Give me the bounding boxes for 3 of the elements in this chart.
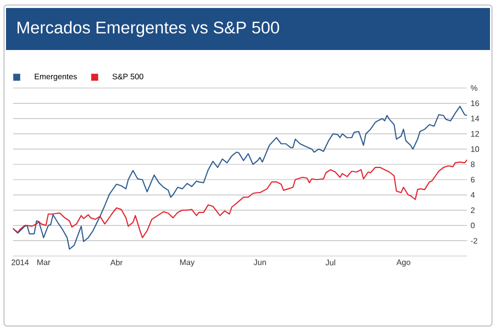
chart-title: Mercados Emergentes vs S&P 500 [18, 21, 280, 37]
line-series [12, 106, 468, 250]
line-series [12, 159, 468, 238]
